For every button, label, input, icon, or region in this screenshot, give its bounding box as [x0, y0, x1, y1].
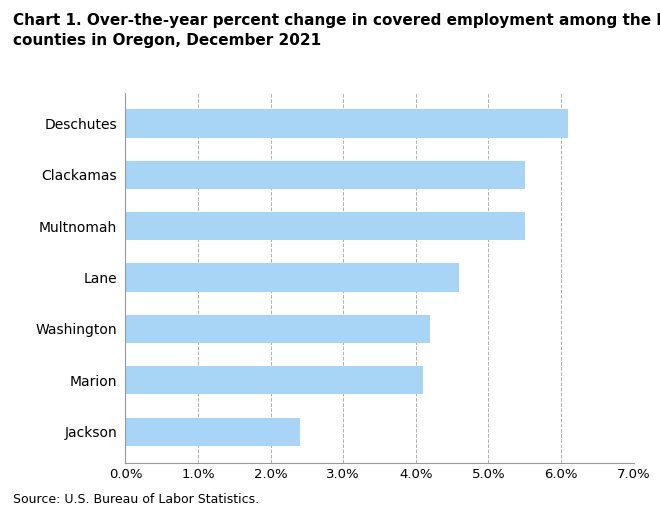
Text: Chart 1. Over-the-year percent change in covered employment among the largest: Chart 1. Over-the-year percent change in…: [13, 13, 660, 28]
Bar: [125, 264, 459, 291]
Bar: [125, 417, 300, 446]
Text: counties in Oregon, December 2021: counties in Oregon, December 2021: [13, 33, 321, 48]
Bar: [125, 366, 423, 394]
Bar: [125, 315, 430, 343]
Text: Source: U.S. Bureau of Labor Statistics.: Source: U.S. Bureau of Labor Statistics.: [13, 493, 259, 506]
Bar: [125, 109, 568, 138]
Bar: [125, 161, 525, 189]
Bar: [125, 212, 525, 241]
